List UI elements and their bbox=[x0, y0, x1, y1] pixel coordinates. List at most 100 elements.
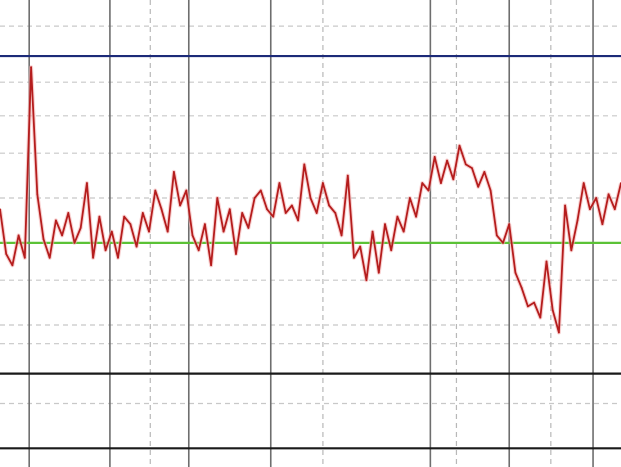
data-point bbox=[228, 208, 231, 211]
data-point bbox=[11, 264, 14, 267]
data-point bbox=[79, 226, 82, 229]
data-point bbox=[235, 253, 237, 255]
data-point bbox=[148, 230, 150, 233]
data-point bbox=[613, 208, 616, 211]
data-point bbox=[110, 230, 113, 233]
data-point bbox=[483, 170, 486, 173]
data-point bbox=[104, 249, 107, 252]
series-line-0 bbox=[0, 66, 621, 334]
data-point bbox=[365, 279, 368, 282]
data-point bbox=[30, 66, 32, 69]
data-point bbox=[278, 182, 281, 184]
data-point bbox=[247, 226, 250, 229]
data-point bbox=[309, 197, 312, 199]
data-point bbox=[427, 189, 430, 192]
reference-lines bbox=[0, 54, 621, 450]
data-point bbox=[322, 182, 324, 184]
data-point bbox=[601, 223, 604, 226]
series-layer bbox=[0, 65, 621, 335]
data-point bbox=[334, 212, 337, 214]
data-point bbox=[346, 174, 349, 177]
data-point bbox=[210, 264, 213, 267]
data-point bbox=[514, 271, 517, 274]
data-point bbox=[216, 197, 219, 199]
data-point bbox=[446, 159, 449, 162]
data-point bbox=[582, 182, 585, 184]
data-point bbox=[384, 223, 386, 226]
data-point bbox=[402, 230, 405, 233]
data-point bbox=[141, 212, 144, 214]
data-point bbox=[452, 178, 455, 181]
data-point bbox=[160, 208, 163, 211]
data-point bbox=[135, 245, 138, 248]
data-point bbox=[284, 212, 287, 214]
data-point bbox=[253, 197, 256, 199]
data-point bbox=[526, 305, 529, 308]
data-point bbox=[340, 234, 343, 237]
data-point bbox=[508, 223, 511, 226]
data-point bbox=[92, 256, 95, 259]
data-point bbox=[297, 219, 299, 222]
data-point bbox=[222, 230, 225, 233]
data-point bbox=[564, 204, 567, 207]
data-point bbox=[595, 197, 598, 199]
data-point bbox=[396, 215, 399, 218]
data-point bbox=[67, 212, 70, 214]
data-point bbox=[359, 245, 362, 248]
data-point bbox=[589, 208, 591, 211]
data-point bbox=[54, 219, 57, 222]
data-point bbox=[117, 256, 119, 259]
data-point bbox=[502, 241, 504, 244]
data-point bbox=[328, 204, 331, 207]
data-point bbox=[408, 197, 411, 199]
data-point bbox=[86, 182, 88, 184]
data-point bbox=[191, 234, 194, 237]
data-point bbox=[607, 193, 610, 196]
data-point bbox=[558, 331, 560, 334]
data-point bbox=[539, 316, 542, 319]
data-point bbox=[73, 241, 76, 244]
data-point bbox=[272, 215, 275, 218]
data-point bbox=[303, 163, 306, 166]
data-point bbox=[123, 215, 126, 218]
data-point bbox=[533, 301, 535, 304]
data-point bbox=[185, 189, 188, 192]
data-point bbox=[315, 212, 318, 214]
data-point bbox=[377, 271, 380, 274]
data-point bbox=[576, 219, 579, 222]
data-point bbox=[353, 256, 355, 259]
data-point bbox=[204, 223, 206, 226]
data-point bbox=[259, 189, 262, 192]
data-point bbox=[48, 256, 51, 259]
data-point bbox=[433, 156, 436, 158]
data-point bbox=[545, 260, 548, 263]
data-point bbox=[371, 230, 374, 233]
data-point bbox=[154, 189, 157, 192]
data-point bbox=[520, 286, 523, 289]
data-point bbox=[197, 249, 200, 252]
data-point bbox=[495, 234, 498, 237]
data-point bbox=[266, 208, 268, 211]
data-point bbox=[36, 193, 39, 196]
data-point bbox=[5, 253, 8, 255]
data-point bbox=[477, 185, 480, 188]
data-point bbox=[464, 163, 467, 166]
data-point bbox=[172, 170, 175, 173]
data-point bbox=[129, 223, 132, 226]
data-point bbox=[458, 144, 461, 147]
data-point bbox=[98, 215, 101, 218]
data-point bbox=[61, 234, 63, 237]
data-point bbox=[471, 167, 473, 170]
data-point bbox=[17, 234, 20, 237]
data-point bbox=[290, 204, 293, 207]
data-point bbox=[179, 204, 181, 207]
data-point bbox=[23, 256, 26, 259]
data-point bbox=[415, 215, 417, 218]
data-point bbox=[241, 212, 244, 214]
data-point bbox=[551, 309, 554, 311]
data-point bbox=[570, 249, 573, 252]
data-point bbox=[0, 208, 1, 211]
